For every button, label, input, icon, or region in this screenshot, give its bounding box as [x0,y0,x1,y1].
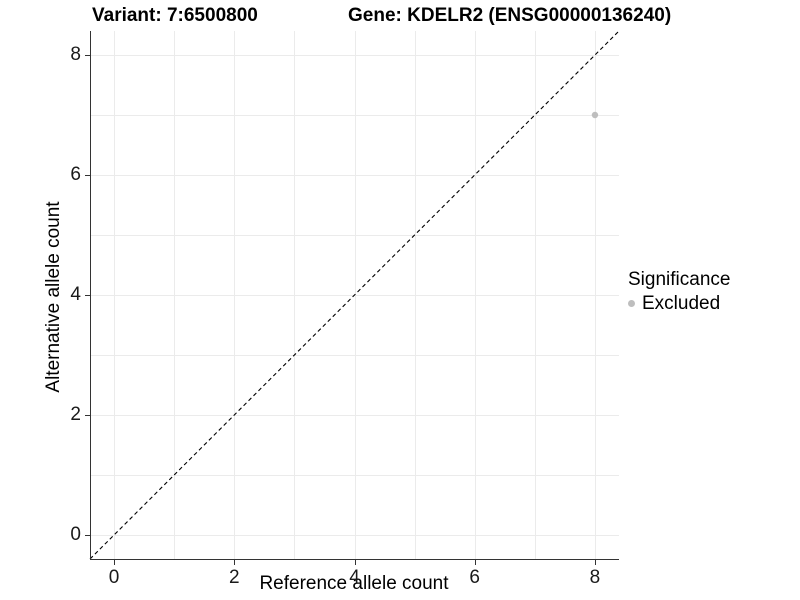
legend-key-dot-icon [628,300,635,307]
x-axis-title: Reference allele count [259,573,449,594]
plot-title-variant: Variant: 7:6500800 [92,5,258,26]
legend: Significance Excluded [628,268,730,315]
data-point [591,111,599,119]
y-tick-label: 8 [70,44,81,65]
plot-panel [85,30,620,565]
x-tick-label: 4 [349,567,360,588]
y-tick-label: 6 [70,164,81,185]
x-tick-label: 2 [228,567,240,588]
legend-entry-label: Excluded [642,293,721,314]
plot-title-gene: Gene: KDELR2 (ENSG00000136240) [348,5,672,26]
y-tick-label: 4 [70,284,81,305]
identity-reference-line [89,30,620,560]
x-tick-label: 0 [108,567,120,588]
legend-entry: Excluded [628,292,730,315]
x-tick-label: 8 [589,567,601,588]
legend-title: Significance [628,269,731,290]
y-tick-label: 2 [70,404,81,425]
x-tick-label: 6 [469,567,481,588]
legend-entries: Excluded [628,292,730,315]
y-tick-label: 0 [70,524,81,545]
